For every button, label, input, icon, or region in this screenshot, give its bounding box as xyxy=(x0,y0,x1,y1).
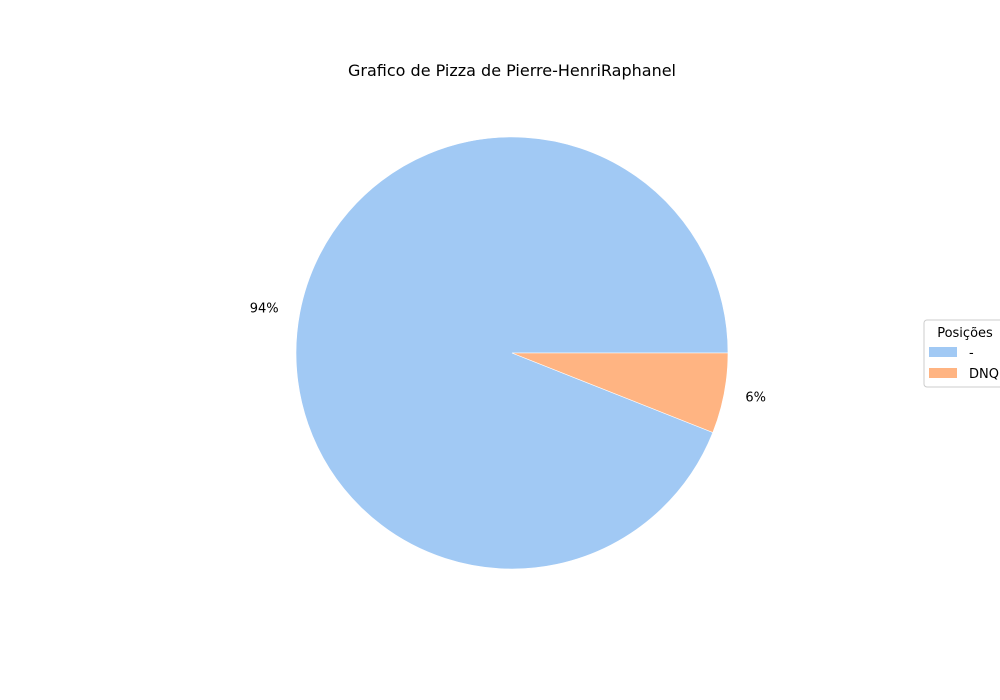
legend-items: - DNQ xyxy=(929,346,999,382)
chart-title: Grafico de Pizza de Pierre-HenriRaphanel xyxy=(348,61,676,80)
legend-label-2: DNQ xyxy=(969,367,999,382)
slice-label-2: 6% xyxy=(745,391,766,406)
pie-slice-2 xyxy=(511,352,729,433)
pie-slice-labels: 94% 6% xyxy=(250,301,766,405)
legend-swatch-1 xyxy=(929,347,957,357)
legend-title: Posições xyxy=(937,326,993,341)
legend: Posições - DNQ xyxy=(923,319,1000,388)
slice-label-1: 94% xyxy=(250,301,279,316)
legend-label-1: - xyxy=(969,346,974,361)
pie-slices xyxy=(295,136,729,570)
legend-swatch-2 xyxy=(929,368,957,378)
